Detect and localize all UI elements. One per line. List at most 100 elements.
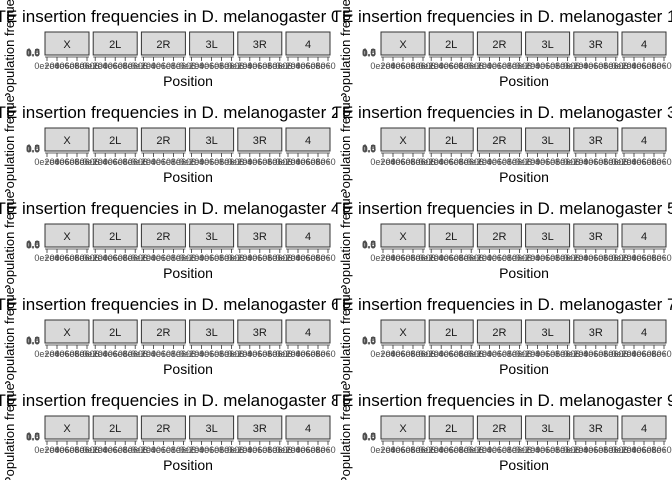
x-tick-label: 8e+06 xyxy=(171,349,196,359)
x-tick-label: 0e+00 xyxy=(227,61,252,71)
facet-strip-2L xyxy=(428,319,474,344)
facet-strip-2R xyxy=(476,415,522,440)
y-tick-label: 1.0 xyxy=(362,143,376,154)
facet-strip-3L xyxy=(189,31,235,56)
x-tick-label: 0e+00 xyxy=(275,349,300,359)
chart-cell-7: TE insertion frequencies in D. melanogas… xyxy=(332,288,672,384)
x-tick-label: 2e+06 xyxy=(573,253,598,263)
y-axis-label: Population frequency xyxy=(2,266,17,389)
facet-label: 4 xyxy=(641,39,647,51)
x-tick-label: 6e+06 xyxy=(497,253,522,263)
x-tick-label: 0e+00 xyxy=(275,157,300,167)
x-tick-label: 4e+06 xyxy=(247,445,272,455)
y-tick-label: 0.0 xyxy=(26,145,40,156)
x-tick-label: 2e+06 xyxy=(525,445,550,455)
facet-strip-2L xyxy=(92,319,138,344)
y-tick-label: 0.5 xyxy=(362,432,376,443)
x-tick-label: 6e+06 xyxy=(305,253,330,263)
x-tick-label: 4e+06 xyxy=(631,349,656,359)
x-tick-label: 0e+00 xyxy=(611,61,636,71)
facet-label: 4 xyxy=(641,231,647,243)
x-tick-label: 2e+06 xyxy=(573,349,598,359)
facet-label: 3L xyxy=(541,423,553,435)
facet-strip-2R xyxy=(140,319,186,344)
facet-strip-2R xyxy=(140,223,186,248)
x-tick-label: 0e+00 xyxy=(515,253,540,263)
x-tick-label: 0e+00 xyxy=(611,157,636,167)
x-tick-label: 8e+06 xyxy=(267,253,292,263)
x-tick-label: 6e+06 xyxy=(545,61,570,71)
x-tick-label: 8e+06 xyxy=(651,349,672,359)
x-tick-label: 8e+06 xyxy=(603,349,628,359)
x-tick-label: 0e+00 xyxy=(515,445,540,455)
x-tick-label: 4e+06 xyxy=(199,253,224,263)
facet-strip-X xyxy=(380,319,426,344)
facet-label: 2R xyxy=(156,231,170,243)
facet-label: X xyxy=(399,39,407,51)
facet-label: X xyxy=(63,135,71,147)
facet-label: X xyxy=(63,231,71,243)
facet-strip-3R xyxy=(237,31,283,56)
x-tick-label: 2e+06 xyxy=(44,157,69,167)
x-tick-label: 0e+00 xyxy=(179,253,204,263)
chart-title: TE insertion frequencies in D. melanogas… xyxy=(332,7,672,26)
x-tick-label: 0e+00 xyxy=(275,61,300,71)
y-tick-label: 0.5 xyxy=(26,336,40,347)
facet-strip-X xyxy=(380,31,426,56)
chart-cell-9: TE insertion frequencies in D. melanogas… xyxy=(336,362,672,480)
x-tick-label: 4e+06 xyxy=(487,157,512,167)
chart-title: TE insertion frequencies in D. melanogas… xyxy=(332,295,672,314)
x-tick-label: 4e+06 xyxy=(631,61,656,71)
facet-strip-3R xyxy=(573,127,619,152)
facet-label: 3L xyxy=(205,423,217,435)
x-tick-label: 6e+06 xyxy=(400,157,425,167)
x-tick-label: 8e+06 xyxy=(123,61,148,71)
x-tick-label: 0e+00 xyxy=(83,349,108,359)
x-tick-label: 2e+06 xyxy=(621,157,646,167)
y-tick-label: 0.0 xyxy=(26,241,40,252)
x-tick-label: 0e+00 xyxy=(34,253,59,263)
x-tick-label: 8e+06 xyxy=(315,349,340,359)
x-tick-label: 0e+00 xyxy=(370,349,395,359)
x-tick-label: 4e+06 xyxy=(199,61,224,71)
y-tick-label: 0.0 xyxy=(26,337,40,348)
x-tick-label: 4e+06 xyxy=(583,253,608,263)
x-tick-label: 6e+06 xyxy=(641,61,666,71)
x-tick-label: 2e+06 xyxy=(477,253,502,263)
x-tick-label: 8e+06 xyxy=(267,157,292,167)
facet-label: 3R xyxy=(253,327,267,339)
x-tick-label: 8e+06 xyxy=(315,157,340,167)
x-tick-label: 8e+06 xyxy=(651,253,672,263)
facet-strip-3L xyxy=(189,415,235,440)
x-tick-label: 6e+06 xyxy=(64,253,89,263)
x-tick-label: 2e+06 xyxy=(621,61,646,71)
x-tick-label: 6e+06 xyxy=(64,61,89,71)
x-tick-label: 4e+06 xyxy=(390,349,415,359)
x-tick-label: 2e+06 xyxy=(237,253,262,263)
x-tick-label: 2e+06 xyxy=(93,253,118,263)
x-tick-label: 4e+06 xyxy=(535,349,560,359)
x-tick-label: 0e+00 xyxy=(563,61,588,71)
facet-label: 4 xyxy=(305,231,311,243)
facet-strip-X xyxy=(44,319,90,344)
x-tick-label: 4e+06 xyxy=(54,349,79,359)
x-tick-label: 8e+06 xyxy=(267,61,292,71)
x-tick-label: 6e+06 xyxy=(161,445,186,455)
facet-strip-4 xyxy=(621,223,667,248)
facet-label: 3L xyxy=(541,231,553,243)
facet-strip-X xyxy=(44,127,90,152)
x-tick-label: 6e+06 xyxy=(449,61,474,71)
x-tick-label: 6e+06 xyxy=(545,349,570,359)
x-tick-label: 2e+06 xyxy=(285,61,310,71)
x-tick-label: 4e+06 xyxy=(583,349,608,359)
y-axis-label: Population frequency xyxy=(338,362,353,480)
x-tick-label: 4e+06 xyxy=(295,445,320,455)
x-tick-label: 8e+06 xyxy=(123,349,148,359)
x-tick-label: 4e+06 xyxy=(535,61,560,71)
x-tick-label: 0e+00 xyxy=(227,349,252,359)
x-axis-label: Position xyxy=(499,169,549,185)
x-tick-label: 8e+06 xyxy=(603,445,628,455)
x-tick-label: 0e+00 xyxy=(179,157,204,167)
x-tick-label: 4e+06 xyxy=(103,157,128,167)
x-tick-label: 4e+06 xyxy=(631,253,656,263)
